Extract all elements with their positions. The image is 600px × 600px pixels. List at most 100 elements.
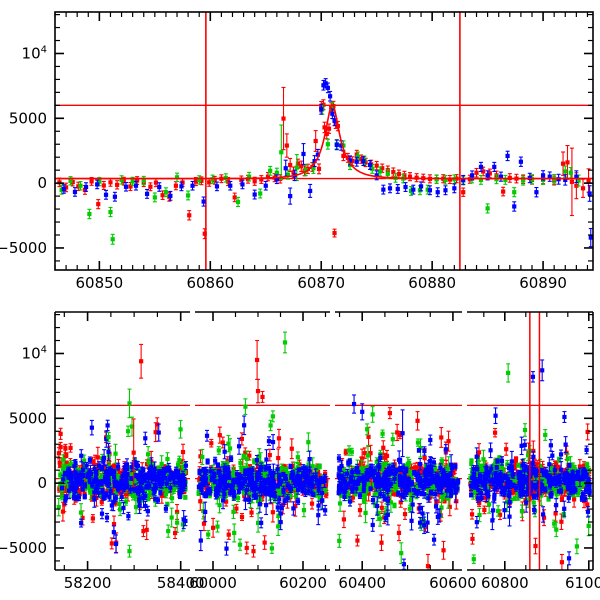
noise-marker bbox=[149, 476, 154, 481]
green-band-marker bbox=[197, 177, 202, 182]
blue-band-marker bbox=[288, 194, 293, 199]
noise-marker bbox=[111, 530, 116, 535]
blue-band-marker bbox=[274, 177, 279, 182]
noise-marker bbox=[65, 465, 70, 471]
noise-marker bbox=[73, 471, 78, 476]
noise-marker bbox=[152, 482, 158, 487]
noise-marker bbox=[81, 473, 86, 478]
blue-band-marker bbox=[321, 83, 326, 88]
red-band-marker bbox=[153, 180, 159, 185]
blue-band-marker bbox=[328, 94, 333, 99]
green-band-marker bbox=[152, 195, 157, 200]
red-band-marker bbox=[299, 164, 304, 169]
noise-marker bbox=[180, 449, 186, 455]
noise-marker bbox=[128, 487, 133, 492]
noise-marker bbox=[175, 462, 181, 468]
yticklabel: −5000 bbox=[0, 239, 47, 257]
green-band-marker bbox=[521, 178, 526, 183]
blue-band-marker bbox=[144, 191, 150, 196]
red-band-marker bbox=[148, 184, 153, 189]
blue-band-marker bbox=[214, 184, 220, 189]
noise-marker bbox=[183, 463, 188, 468]
noise-marker bbox=[201, 521, 207, 526]
noise-marker bbox=[163, 506, 169, 511]
noise-marker bbox=[99, 511, 105, 516]
red-band-marker bbox=[252, 179, 257, 184]
blue-band-marker bbox=[574, 174, 579, 179]
noise-marker bbox=[124, 484, 129, 489]
noise-marker bbox=[68, 445, 73, 451]
noise-marker bbox=[79, 520, 84, 526]
noise-marker bbox=[289, 446, 294, 451]
noise-marker bbox=[57, 460, 62, 465]
noise-marker bbox=[113, 496, 118, 501]
noise-marker bbox=[234, 506, 239, 511]
noise-marker bbox=[118, 507, 123, 512]
noise-marker bbox=[135, 474, 140, 479]
bottom-panel: 5820058400600006020060400606006080061000… bbox=[0, 311, 600, 592]
noise-marker bbox=[87, 469, 92, 475]
noise-marker bbox=[125, 491, 131, 496]
noise-marker bbox=[161, 469, 166, 474]
noise-marker bbox=[103, 492, 109, 497]
noise-marker bbox=[128, 474, 133, 479]
noise-marker bbox=[171, 487, 176, 493]
noise-marker bbox=[69, 472, 74, 477]
blue-band-marker bbox=[252, 192, 257, 197]
noise-marker bbox=[180, 465, 186, 470]
noise-marker bbox=[119, 494, 124, 499]
noise-marker bbox=[78, 510, 84, 515]
blue-band-marker bbox=[168, 193, 173, 198]
noise-marker bbox=[253, 469, 258, 474]
green-band-marker bbox=[294, 165, 299, 170]
noise-marker bbox=[66, 488, 72, 493]
noise-marker bbox=[177, 489, 182, 494]
red-band-marker bbox=[322, 125, 327, 130]
red-band-marker bbox=[134, 178, 140, 183]
red-band-marker bbox=[259, 177, 264, 182]
noise-marker bbox=[111, 500, 116, 505]
red-band-marker bbox=[345, 155, 350, 160]
noise-marker bbox=[79, 479, 85, 484]
noise-marker bbox=[111, 470, 117, 475]
noise-marker bbox=[98, 480, 103, 485]
noise-marker bbox=[155, 498, 160, 503]
noise-marker bbox=[125, 472, 130, 477]
noise-marker bbox=[133, 505, 139, 510]
red-band-marker bbox=[96, 202, 101, 207]
yticklabel: 5000 bbox=[9, 109, 47, 127]
noise-marker bbox=[146, 452, 151, 457]
blue-band-marker bbox=[427, 188, 433, 193]
blue-band-marker bbox=[263, 183, 268, 188]
noise-marker bbox=[107, 494, 112, 500]
noise-marker bbox=[82, 458, 87, 463]
noise-marker bbox=[104, 437, 109, 442]
noise-marker bbox=[166, 529, 171, 534]
blue-band-marker bbox=[547, 174, 552, 179]
noise-marker bbox=[217, 433, 222, 438]
noise-marker bbox=[56, 451, 62, 456]
noise-marker bbox=[106, 449, 111, 454]
green-band-marker bbox=[563, 169, 568, 174]
noise-marker bbox=[153, 496, 158, 502]
noise-marker bbox=[82, 477, 88, 482]
noise-marker bbox=[198, 499, 203, 504]
noise-marker bbox=[162, 475, 168, 481]
green-band-marker bbox=[78, 183, 83, 188]
blue-band-marker bbox=[374, 173, 379, 178]
noise-marker bbox=[159, 461, 164, 466]
noise-marker bbox=[146, 460, 152, 465]
noise-marker bbox=[132, 478, 137, 483]
green-band-marker bbox=[279, 150, 284, 155]
noise-marker bbox=[94, 478, 99, 483]
noise-marker bbox=[249, 510, 254, 515]
green-band-marker bbox=[119, 177, 124, 182]
noise-marker bbox=[177, 458, 182, 463]
noise-marker bbox=[106, 475, 111, 480]
noise-marker bbox=[99, 466, 105, 471]
blue-band-marker bbox=[72, 189, 78, 195]
top-panel-yaxis: −5000 0 5000 104 bbox=[0, 13, 593, 262]
xticklabel: 60860 bbox=[186, 274, 234, 292]
noise-marker bbox=[120, 480, 125, 485]
red-band-marker bbox=[324, 131, 329, 136]
